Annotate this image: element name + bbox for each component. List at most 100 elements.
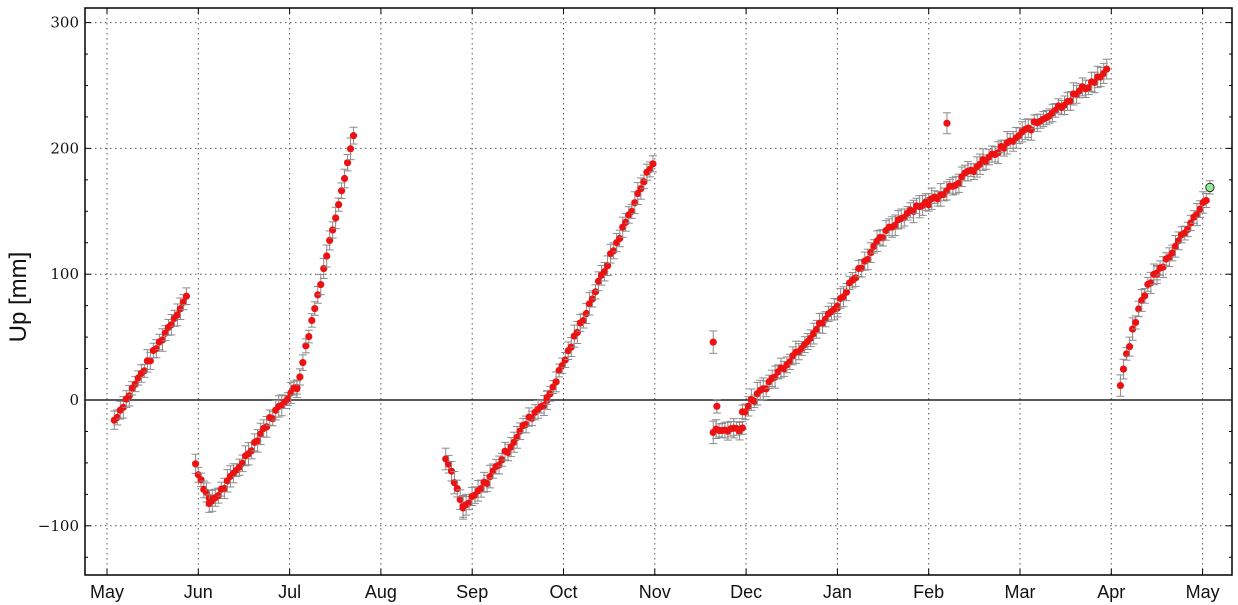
data-point xyxy=(741,408,750,416)
data-point xyxy=(1141,292,1149,300)
data-point xyxy=(1193,210,1201,219)
data-point xyxy=(269,415,277,423)
data-point xyxy=(879,234,887,242)
data-point xyxy=(813,325,821,333)
data-point xyxy=(640,178,648,186)
data-point xyxy=(340,174,349,183)
data-point xyxy=(616,234,624,243)
data-point xyxy=(335,201,343,209)
x-tick-label: Apr xyxy=(1097,582,1125,602)
x-tick-label: Jun xyxy=(184,582,213,602)
data-point xyxy=(220,484,228,493)
x-tick-label: Oct xyxy=(549,582,577,602)
data-point xyxy=(293,385,301,393)
data-point xyxy=(343,159,352,167)
data-point xyxy=(1091,78,1099,87)
data-point xyxy=(176,305,185,313)
data-point xyxy=(131,380,139,388)
data-point xyxy=(1103,65,1111,73)
data-point xyxy=(308,316,316,325)
data-point xyxy=(332,214,340,222)
data-point xyxy=(302,342,310,350)
data-point xyxy=(1196,205,1204,213)
data-point xyxy=(1125,343,1134,351)
data-point xyxy=(631,199,639,207)
data-point xyxy=(125,392,133,400)
x-tick-label: Aug xyxy=(365,582,397,602)
data-point xyxy=(349,132,358,140)
data-point xyxy=(955,179,963,187)
data-point xyxy=(744,402,752,410)
x-tick-label: Jul xyxy=(278,582,301,602)
data-point xyxy=(1085,84,1093,92)
x-tick-label: Feb xyxy=(913,582,944,602)
data-point xyxy=(263,423,271,431)
highlight-point xyxy=(1205,182,1215,193)
data-point xyxy=(284,395,292,403)
data-point xyxy=(323,252,331,260)
data-point xyxy=(1116,381,1125,390)
y-tick-label: 300 xyxy=(50,14,79,32)
y-axis-label: Up [mm] xyxy=(5,252,32,343)
data-point xyxy=(346,145,355,153)
data-point xyxy=(852,274,860,282)
data-point xyxy=(326,236,334,244)
data-point xyxy=(173,311,182,319)
data-point xyxy=(1132,318,1140,327)
data-point xyxy=(317,280,325,289)
data-point xyxy=(582,309,591,318)
data-point xyxy=(179,298,188,306)
y-tick-label: 200 xyxy=(50,139,79,157)
data-point xyxy=(1202,196,1210,205)
data-point xyxy=(495,461,503,469)
data-point xyxy=(483,479,491,488)
data-point xyxy=(140,367,148,375)
data-point xyxy=(870,242,878,250)
data-point xyxy=(552,378,560,386)
y-tick-label: 0 xyxy=(69,391,79,409)
data-point xyxy=(238,459,247,467)
x-tick-label: Mar xyxy=(1005,582,1036,602)
data-point-outlier xyxy=(943,119,951,127)
x-tick-label: May xyxy=(90,582,124,602)
data-point-outlier xyxy=(713,402,721,410)
x-tick-label: May xyxy=(1186,582,1220,602)
data-point xyxy=(591,288,600,296)
data-point xyxy=(337,187,346,195)
data-point xyxy=(925,201,933,209)
data-point xyxy=(453,484,461,493)
data-point xyxy=(1066,97,1075,105)
data-points xyxy=(110,58,1215,520)
data-point xyxy=(738,424,747,432)
data-point xyxy=(1135,305,1143,313)
data-point xyxy=(1000,144,1008,152)
data-point xyxy=(257,430,265,438)
data-point xyxy=(649,160,657,168)
data-point xyxy=(311,304,319,313)
data-point xyxy=(504,448,512,457)
data-point xyxy=(146,357,154,365)
data-point xyxy=(646,165,654,173)
data-point xyxy=(579,317,587,325)
data-point xyxy=(786,358,794,366)
data-point xyxy=(197,476,205,484)
data-point xyxy=(610,247,618,255)
data-point xyxy=(158,336,166,344)
x-tick-label: Sep xyxy=(456,582,488,602)
data-point xyxy=(1184,225,1192,234)
data-point xyxy=(296,373,304,381)
data-point xyxy=(1119,365,1128,373)
data-point-outlier xyxy=(709,338,717,346)
x-tick-label: Dec xyxy=(730,582,762,602)
data-point xyxy=(858,264,866,272)
data-point xyxy=(1171,242,1180,250)
data-point xyxy=(594,277,603,285)
data-point xyxy=(891,221,899,229)
data-point xyxy=(456,496,464,504)
data-point xyxy=(445,460,453,468)
data-point xyxy=(182,292,191,300)
data-point xyxy=(603,262,612,270)
data-point xyxy=(305,332,313,341)
y-tick-label: 100 xyxy=(50,265,79,283)
